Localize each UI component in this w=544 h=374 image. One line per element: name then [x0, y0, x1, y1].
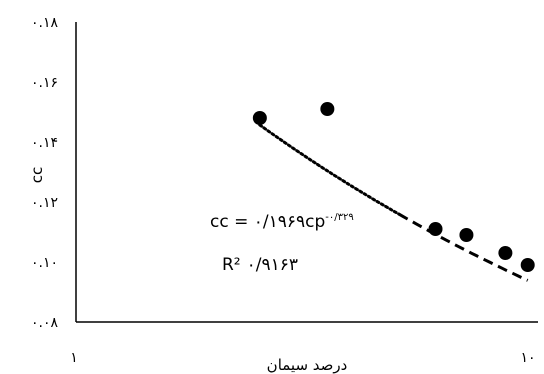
- data-point: [459, 228, 474, 242]
- trendline-dashed: [398, 212, 529, 282]
- r-squared-symbol: R²: [222, 255, 241, 275]
- r-squared-label: R² ۰/۹۱۶۳: [222, 255, 298, 275]
- data-point: [498, 246, 513, 260]
- data-points: [252, 102, 535, 272]
- data-point: [320, 102, 335, 116]
- r-squared-value: ۰/۹۱۶۳: [247, 255, 298, 275]
- data-point: [252, 111, 267, 125]
- trendline-equation: cc = ۰/۱۹۶۹cp-۰/۳۲۹: [210, 212, 354, 232]
- y-tick-label: ۰.۱۴: [31, 135, 58, 151]
- trendline-group: [258, 123, 529, 282]
- data-point: [520, 258, 535, 272]
- y-tick-label: ۰.۰۸: [31, 315, 58, 331]
- x-tick-label: ۱: [70, 350, 78, 366]
- y-tick-label: ۰.۱۶: [31, 75, 58, 91]
- y-tick-label: ۰.۱۰: [31, 255, 58, 271]
- data-point: [428, 222, 443, 236]
- y-axis-ticks: ۰.۰۸ ۰.۱۰ ۰.۱۲ ۰.۱۴ ۰.۱۶ ۰.۱۸: [31, 15, 58, 331]
- x-tick-label: ۱۰: [520, 350, 535, 366]
- y-tick-label: ۰.۱۸: [31, 15, 58, 31]
- equation-exponent: -۰/۳۲۹: [325, 212, 353, 223]
- equation-main: cc = ۰/۱۹۶۹cp: [210, 212, 325, 232]
- y-axis-title: cc: [28, 167, 46, 184]
- trendline-dotted: [258, 123, 401, 216]
- axes: [75, 22, 538, 323]
- x-axis-ticks: ۱ ۱۰: [70, 350, 535, 366]
- x-axis-title: درصد سیمان: [267, 356, 348, 374]
- y-tick-label: ۰.۱۲: [31, 195, 58, 211]
